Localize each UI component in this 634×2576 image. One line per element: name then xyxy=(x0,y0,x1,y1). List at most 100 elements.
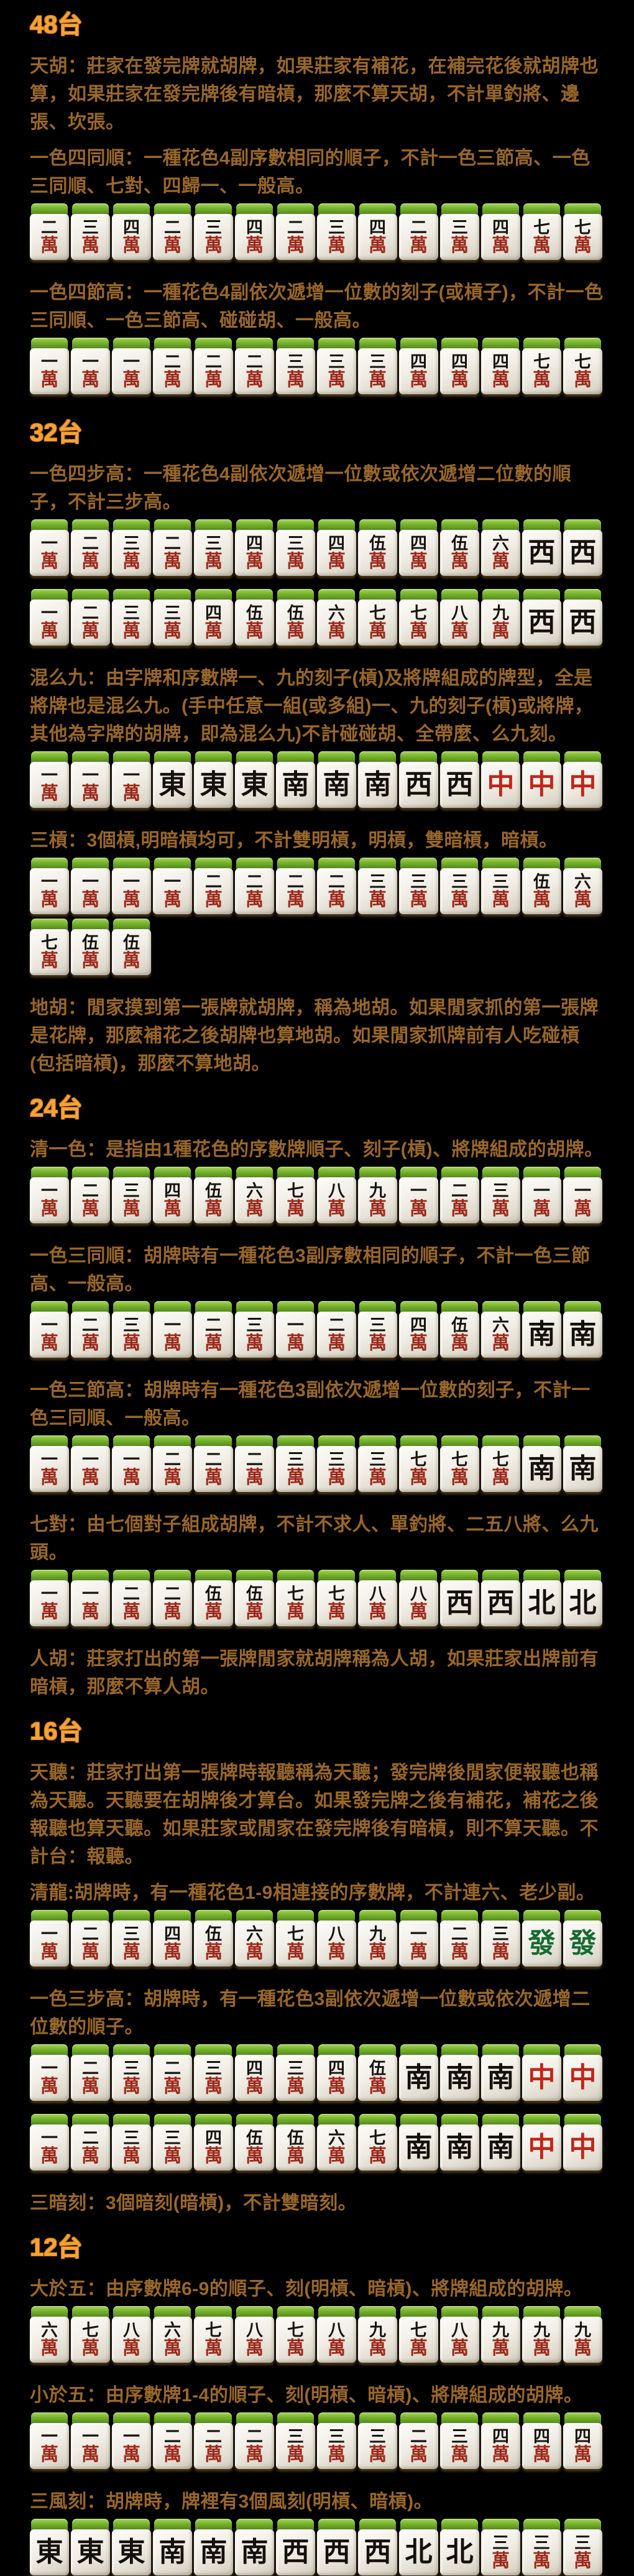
tile-wan-glyph: 萬 xyxy=(122,2076,140,2096)
mahjong-tile-S: 南 xyxy=(563,1301,602,1358)
tile-face: 中 xyxy=(522,2055,561,2101)
tile-number-glyph: 一 xyxy=(82,873,99,892)
tile-number-glyph: 一 xyxy=(82,1450,99,1470)
tile-number-glyph: 三 xyxy=(369,873,386,892)
tile-wan-glyph: 萬 xyxy=(286,2338,305,2358)
tile-face: 八萬 xyxy=(235,2317,274,2363)
tile-number-glyph: 四 xyxy=(246,534,263,554)
tile-number-glyph: 八 xyxy=(410,1585,427,1604)
tile-wan-glyph: 萬 xyxy=(286,235,305,256)
tile-wan-glyph: 萬 xyxy=(245,889,264,910)
tile-honor-glyph: 南 xyxy=(528,1453,556,1484)
mahjong-tile-3w: 三萬 xyxy=(112,589,151,646)
tile-honor-glyph: 西 xyxy=(528,537,556,568)
tile-number-glyph: 二 xyxy=(164,1585,181,1604)
tile-face: 一萬 xyxy=(30,2055,69,2101)
tile-face: 一萬 xyxy=(563,1177,602,1223)
tile-face: 二萬 xyxy=(153,214,192,260)
tile-wan-glyph: 萬 xyxy=(450,551,469,572)
tile-back-edge xyxy=(400,1435,437,1448)
mahjong-tile-8w: 八萬 xyxy=(399,1570,438,1627)
tile-face: 南 xyxy=(399,2055,438,2101)
tile-number-glyph: 二 xyxy=(410,2427,427,2447)
tile-face: 伍萬 xyxy=(276,2124,315,2171)
tile-wan-glyph: 萬 xyxy=(204,1467,223,1488)
tile-back-edge xyxy=(359,858,396,870)
tile-face: 九萬 xyxy=(358,2317,397,2363)
tile-wan-glyph: 萬 xyxy=(327,1942,346,1962)
mahjong-tile-E: 東 xyxy=(71,2519,110,2576)
tile-face: 三萬 xyxy=(112,2124,151,2171)
tile-back-edge xyxy=(482,1435,519,1448)
tile-wan-glyph: 萬 xyxy=(409,551,428,572)
tile-wan-glyph: 萬 xyxy=(450,621,469,641)
tile-face: 二萬 xyxy=(194,1446,233,1492)
tile-wan-glyph: 萬 xyxy=(81,783,99,804)
mahjong-tile-1w: 一萬 xyxy=(153,858,192,915)
tile-number-glyph: 三 xyxy=(123,604,140,623)
mahjong-tile-C: 中 xyxy=(522,2114,561,2171)
tile-wan-glyph: 萬 xyxy=(409,2338,428,2358)
tile-number-glyph: 伍 xyxy=(246,604,263,623)
tile-back-edge xyxy=(236,519,273,532)
tile-wan-glyph: 萬 xyxy=(491,2444,510,2465)
mahjong-tile-4w: 四萬 xyxy=(153,1167,192,1224)
tile-back-edge xyxy=(400,2519,437,2531)
tile-face: 西 xyxy=(563,530,602,576)
tile-back-edge xyxy=(564,1910,601,1922)
tile-wan-glyph: 萬 xyxy=(163,551,181,572)
mahjong-tile-9w: 九萬 xyxy=(358,1167,397,1224)
tile-honor-glyph: 東 xyxy=(158,769,186,800)
mahjong-tile-3w: 三萬 xyxy=(194,203,233,261)
mahjong-tile-1w: 一萬 xyxy=(71,338,110,395)
tile-number-glyph: 三 xyxy=(205,534,222,554)
tile-number-glyph: 七 xyxy=(410,604,427,623)
tile-back-edge xyxy=(564,203,601,216)
tile-back-edge xyxy=(154,1167,191,1179)
tile-back-edge xyxy=(277,2306,314,2319)
tile-face: 四萬 xyxy=(194,600,233,646)
tile-number-glyph: 三 xyxy=(246,1316,263,1335)
tile-back-edge xyxy=(400,751,437,764)
tile-number-glyph: 伍 xyxy=(205,1182,222,1201)
tile-number-glyph: 二 xyxy=(164,534,181,554)
tile-face: 三萬 xyxy=(358,1446,397,1492)
tile-number-glyph: 三 xyxy=(205,218,222,238)
tile-number-glyph: 七 xyxy=(533,353,550,372)
tile-back-edge xyxy=(564,751,601,764)
tile-back-edge xyxy=(359,589,396,601)
tile-honor-glyph: 西 xyxy=(282,2537,310,2567)
tile-face: 七萬 xyxy=(563,348,602,394)
tile-number-glyph: 二 xyxy=(82,1316,99,1335)
tile-number-glyph: 九 xyxy=(369,2321,386,2340)
mahjong-tile-2w: 二萬 xyxy=(71,519,110,577)
tile-honor-glyph: 西 xyxy=(528,607,556,637)
tile-wan-glyph: 萬 xyxy=(368,1942,387,1962)
tile-face: 七萬 xyxy=(358,600,397,646)
tile-face: 三萬 xyxy=(194,214,233,260)
tiles-qidui: 一萬一萬二萬二萬伍萬伍萬七萬七萬八萬八萬西西北北 xyxy=(30,1570,604,1627)
tile-face: 一萬 xyxy=(30,2124,69,2171)
mahjong-tile-2w: 二萬 xyxy=(194,858,233,915)
tile-wan-glyph: 萬 xyxy=(327,2076,346,2096)
mahjong-tile-9w: 九萬 xyxy=(358,2306,397,2363)
tile-back-edge xyxy=(318,2306,355,2319)
mahjong-tile-4w: 四萬 xyxy=(399,338,438,395)
mahjong-tile-3w: 三萬 xyxy=(153,2114,192,2171)
tile-honor-glyph: 南 xyxy=(569,1319,597,1350)
tile-face: 九萬 xyxy=(481,2317,520,2363)
tile-wan-glyph: 萬 xyxy=(163,1467,181,1488)
tile-back-edge xyxy=(523,338,560,350)
tile-face: 二萬 xyxy=(399,2423,438,2469)
tile-back-edge xyxy=(482,1570,519,1582)
mahjong-tile-E: 東 xyxy=(153,751,192,808)
tile-back-edge xyxy=(318,1570,355,1582)
tile-face: 四萬 xyxy=(153,1920,192,1967)
mahjong-tile-1w: 一萬 xyxy=(71,2412,110,2470)
mahjong-tile-5w: 伍萬 xyxy=(440,1301,479,1358)
tiles-yise-si-bugao-2: 一萬二萬三萬三萬四萬伍萬伍萬六萬七萬七萬八萬九萬西西 xyxy=(30,589,604,646)
tile-number-glyph: 八 xyxy=(328,1925,345,1944)
tile-honor-glyph: 東 xyxy=(117,2537,145,2567)
tile-wan-glyph: 萬 xyxy=(327,235,346,256)
tile-face: 四萬 xyxy=(440,348,479,394)
